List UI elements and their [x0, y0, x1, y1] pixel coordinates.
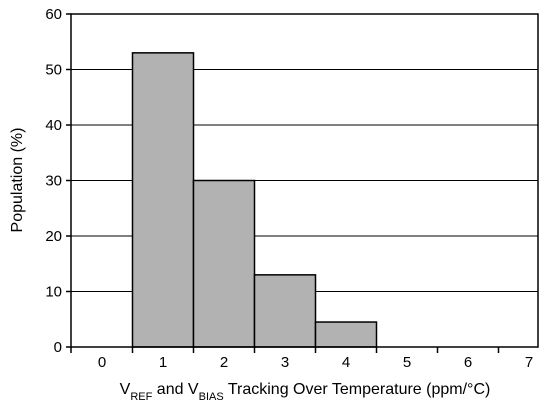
- x-tick-label: 0: [98, 354, 106, 371]
- x-tick-label: 7: [525, 354, 533, 371]
- x-axis: 0 1 2 3 4 5 6 7: [70, 347, 533, 371]
- y-axis-title: Population (%): [9, 128, 26, 233]
- x-tick-label: 4: [342, 354, 350, 371]
- bar-2: [192, 179, 256, 348]
- x-axis-title-and-v: and V: [152, 381, 199, 398]
- x-tick-label: 1: [159, 354, 167, 371]
- y-axis: 0 10 20 30 40 50 60: [45, 6, 71, 356]
- x-tick-label: 3: [281, 354, 289, 371]
- y-tick-label: 40: [45, 117, 62, 134]
- y-tick-label: 20: [45, 228, 62, 245]
- bars: [131, 52, 378, 348]
- y-tick-label: 30: [45, 173, 62, 190]
- x-tick-label: 6: [464, 354, 472, 371]
- bar-4: [314, 321, 378, 348]
- y-tick-label: 0: [54, 339, 62, 356]
- bar-3: [253, 274, 317, 348]
- y-tick-label: 10: [45, 284, 62, 301]
- y-tick-label: 50: [45, 62, 62, 79]
- x-tick-label: 2: [220, 354, 228, 371]
- y-tick-label: 60: [45, 6, 62, 23]
- x-axis-title: VREF and VBIAS Tracking Over Temperature…: [120, 381, 491, 403]
- x-axis-title-v1: V: [120, 381, 131, 398]
- x-axis-title-sub-ref: REF: [130, 391, 152, 403]
- bar-1: [131, 52, 195, 348]
- x-tick-label: 5: [403, 354, 411, 371]
- x-axis-title-rest: Tracking Over Temperature (ppm/°C): [224, 381, 491, 398]
- x-axis-title-sub-bias: BIAS: [199, 391, 224, 403]
